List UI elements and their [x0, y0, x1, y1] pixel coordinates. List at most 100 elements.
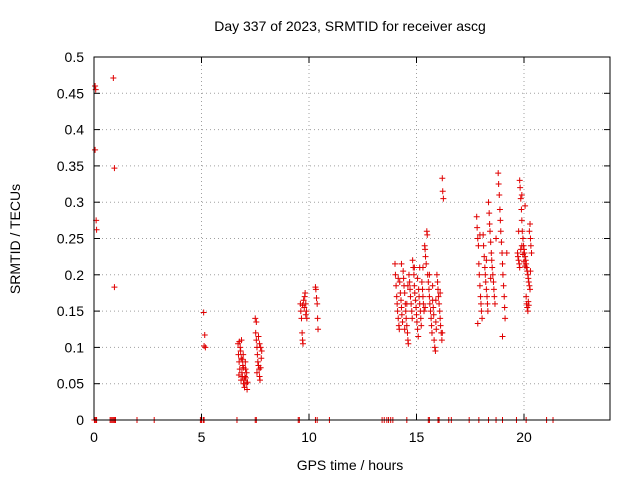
data-point — [408, 308, 415, 315]
y-tick-label: 0.5 — [65, 49, 85, 65]
data-point — [439, 188, 446, 195]
data-point — [515, 228, 522, 235]
data-point — [484, 293, 491, 300]
data-point — [423, 260, 430, 267]
x-axis-title: GPS time / hours — [297, 457, 404, 473]
data-point — [435, 293, 442, 300]
data-point — [435, 286, 441, 293]
data-point — [493, 235, 500, 242]
data-point — [407, 293, 414, 300]
data-point — [478, 308, 485, 315]
data-point — [422, 304, 429, 311]
y-tick-label: 0.05 — [57, 376, 84, 392]
data-point — [111, 165, 118, 172]
data-point — [436, 300, 443, 307]
data-point — [526, 228, 533, 235]
data-point — [393, 293, 400, 300]
data-point — [417, 315, 424, 322]
data-point — [399, 318, 406, 325]
data-point — [416, 264, 423, 271]
data-point — [426, 293, 433, 300]
data-point — [402, 308, 409, 315]
data-point — [411, 289, 418, 296]
data-point — [486, 210, 493, 217]
data-point — [243, 380, 250, 387]
data-point — [313, 295, 320, 302]
data-point — [240, 351, 247, 358]
data-point — [497, 228, 504, 235]
data-point — [489, 271, 496, 278]
data-point — [499, 260, 506, 267]
data-point — [201, 342, 208, 349]
data-point — [474, 224, 481, 231]
data-point — [300, 297, 307, 304]
data-point — [439, 329, 446, 336]
data-point — [487, 275, 494, 282]
data-point — [485, 199, 492, 206]
x-tick-label: 0 — [90, 429, 98, 445]
data-point — [414, 275, 421, 282]
data-point — [473, 213, 480, 220]
data-point — [257, 344, 264, 351]
data-point — [303, 308, 310, 315]
data-point — [477, 293, 484, 300]
data-point — [396, 279, 403, 286]
data-point — [394, 300, 401, 307]
data-point — [392, 271, 399, 278]
data-point — [437, 322, 444, 329]
y-axis-title: SRMTID / TECUs — [7, 184, 23, 294]
data-point — [315, 326, 322, 333]
data-point — [517, 184, 524, 191]
data-point — [490, 286, 497, 293]
grid-layer — [94, 57, 610, 420]
axis-ticks: 0 0.05 0.1 0.15 0.2 0.25 0.3 0.35 0.4 0.45 0.5 0 5 10… — [57, 49, 610, 445]
data-point — [255, 333, 262, 340]
data-point — [527, 220, 534, 227]
data-point — [430, 311, 437, 318]
data-point — [527, 242, 534, 249]
data-point — [431, 344, 438, 351]
data-point — [516, 264, 523, 271]
data-point — [413, 311, 420, 318]
data-point — [439, 175, 446, 182]
data-point — [487, 228, 494, 235]
data-point — [474, 320, 481, 327]
data-point — [528, 250, 535, 257]
data-point — [498, 239, 505, 246]
data-point — [252, 329, 259, 336]
data-point — [483, 286, 490, 293]
data-point — [488, 250, 495, 257]
data-point — [396, 326, 403, 333]
data-point — [403, 315, 410, 322]
data-point — [499, 271, 506, 278]
data-point — [476, 271, 483, 278]
data-point — [517, 195, 524, 202]
data-point — [426, 300, 433, 307]
data-point — [488, 257, 495, 264]
data-point — [481, 264, 488, 271]
data-point — [522, 263, 529, 270]
data-point — [406, 279, 413, 286]
data-point — [241, 373, 248, 380]
data-point — [405, 340, 412, 347]
y-tick-label: 0.25 — [57, 231, 84, 247]
data-point — [420, 300, 427, 307]
data-point — [401, 289, 408, 296]
data-point — [431, 337, 438, 344]
data-point — [517, 246, 524, 253]
data-point — [527, 235, 534, 242]
data-point — [253, 337, 260, 344]
data-point — [428, 329, 435, 336]
data-point — [395, 275, 402, 282]
data-point — [518, 217, 525, 224]
data-point — [303, 315, 310, 322]
data-point — [404, 329, 411, 336]
data-point — [244, 379, 251, 386]
data-point — [519, 235, 526, 242]
data-point — [238, 355, 245, 362]
data-point — [432, 297, 439, 304]
data-point — [482, 279, 489, 286]
data-point — [409, 315, 416, 322]
data-point — [302, 311, 309, 318]
data-point — [524, 308, 531, 315]
